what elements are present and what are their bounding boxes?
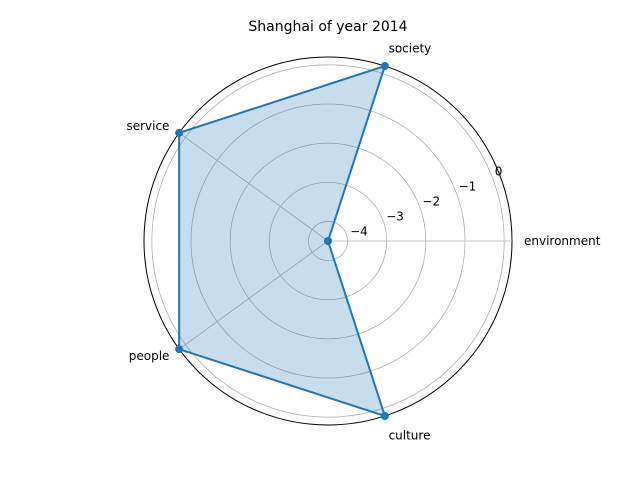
radial-tick-label: −3: [386, 210, 404, 224]
category-label-service: service: [126, 119, 169, 133]
radial-tick-labels: −4 −3 −2 −1 0: [350, 165, 502, 239]
series-line: [178, 65, 386, 417]
grid-spoke: [178, 132, 329, 242]
category-label-culture: culture: [389, 428, 431, 442]
radial-tick-label: 0: [495, 165, 503, 179]
data-point-society: [380, 62, 389, 71]
category-label-environment: environment: [524, 234, 601, 248]
radial-tick-label: −1: [459, 180, 477, 194]
category-label-society: society: [389, 42, 432, 56]
radial-tick-label: −2: [422, 195, 440, 209]
series-area: [179, 66, 385, 416]
data-point-environment: [324, 237, 332, 245]
series-layer: [175, 62, 389, 420]
chart-title: Shanghai of year 2014: [248, 19, 407, 35]
radial-tick-label: −4: [350, 225, 368, 239]
grid-spoke: [178, 240, 329, 350]
data-point-people: [175, 345, 184, 354]
category-label-people: people: [129, 349, 170, 363]
data-point-service: [175, 128, 184, 137]
category-labels: environment society service people culture: [126, 42, 600, 443]
data-point-culture: [380, 411, 389, 420]
